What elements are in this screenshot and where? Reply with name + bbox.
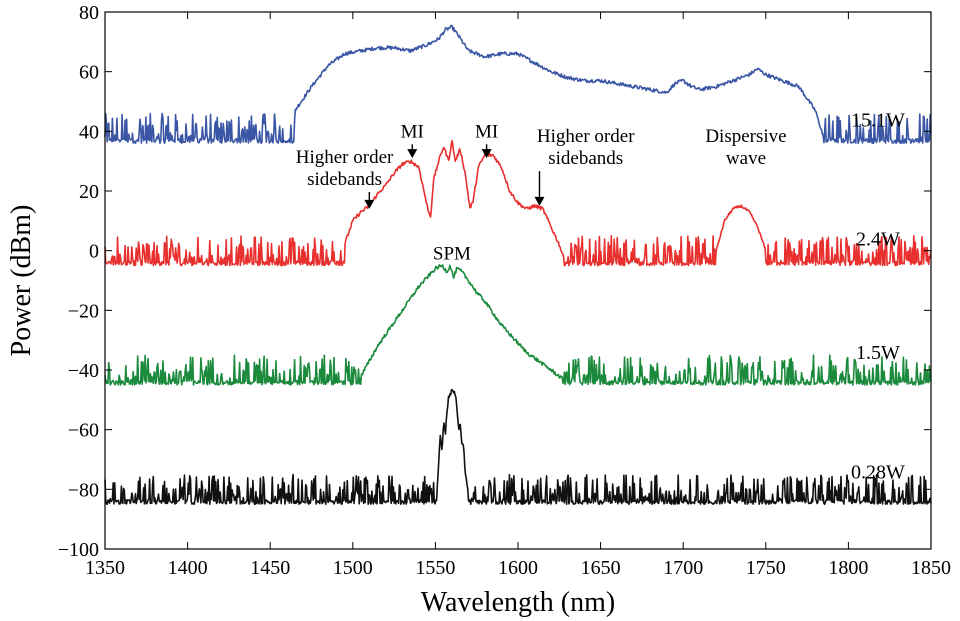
series-15p1w [104, 24, 932, 144]
annotation: SPM [433, 244, 471, 265]
series-power-label: 1.5W [856, 342, 900, 364]
y-tick-label: 20 [79, 181, 99, 203]
y-tick-label: −20 [68, 300, 99, 322]
series-2p4w [104, 139, 932, 267]
plot-frame [104, 11, 932, 550]
y-tick-label: 60 [79, 62, 99, 84]
annotation-text: MI [475, 121, 498, 142]
y-tick-label: −100 [58, 539, 99, 561]
x-tick-label: 1400 [168, 557, 208, 579]
series-line [104, 24, 932, 144]
x-tick-label: 1750 [746, 557, 786, 579]
annotation-text: MI [401, 121, 424, 142]
annotation-arrow-head [364, 199, 375, 209]
x-tick-label: 1550 [415, 557, 455, 579]
annotation-text: Higher order [296, 147, 394, 168]
y-tick-label: −80 [68, 479, 99, 501]
x-tick-label: 1650 [581, 557, 621, 579]
x-tick-label: 1800 [828, 557, 868, 579]
annotation: MI [475, 121, 498, 159]
series-1p5w [104, 264, 932, 386]
x-tick-label: 1700 [663, 557, 703, 579]
annotation-text: sidebands [548, 148, 623, 169]
annotation-arrow-head [534, 196, 545, 206]
y-tick-label: −40 [68, 360, 99, 382]
x-tick-label: 1450 [250, 557, 290, 579]
annotation-text: Dispersive [705, 126, 786, 147]
y-tick-label: −60 [68, 420, 99, 442]
annotation-arrow-head [481, 149, 492, 159]
x-tick-label: 1850 [911, 557, 951, 579]
y-tick-label: 80 [79, 2, 99, 24]
annotation-text: wave [726, 148, 766, 169]
y-axis-title: Power (dBm) [6, 205, 37, 357]
annotation-text: sidebands [307, 169, 382, 190]
series-power-label: 2.4W [856, 229, 900, 251]
annotation-arrow-head [407, 149, 418, 159]
x-tick-label: 1600 [498, 557, 538, 579]
axes-layer: 1350 1400 1450 1500 1550 1600 1650 1700 1750 1800… [58, 2, 951, 579]
annotation: MI [401, 121, 424, 159]
x-tick-label: 1350 [85, 557, 125, 579]
series-line [104, 139, 932, 267]
series-layer: 15.1W 2.4W 1.5W 0.28W [104, 24, 932, 506]
y-tick-label: 40 [79, 121, 99, 143]
x-axis-title: Wavelength (nm) [421, 587, 615, 618]
series-0p28w [104, 388, 932, 506]
x-tick-label: 1500 [333, 557, 373, 579]
y-tick-label: 0 [89, 241, 99, 263]
series-power-label: 15.1W [851, 109, 905, 131]
series-line [104, 388, 932, 506]
annotation-text: SPM [433, 244, 471, 265]
series-power-label: 0.28W [851, 461, 905, 483]
series-line [104, 264, 932, 386]
annotation-text: Higher order [537, 126, 635, 147]
